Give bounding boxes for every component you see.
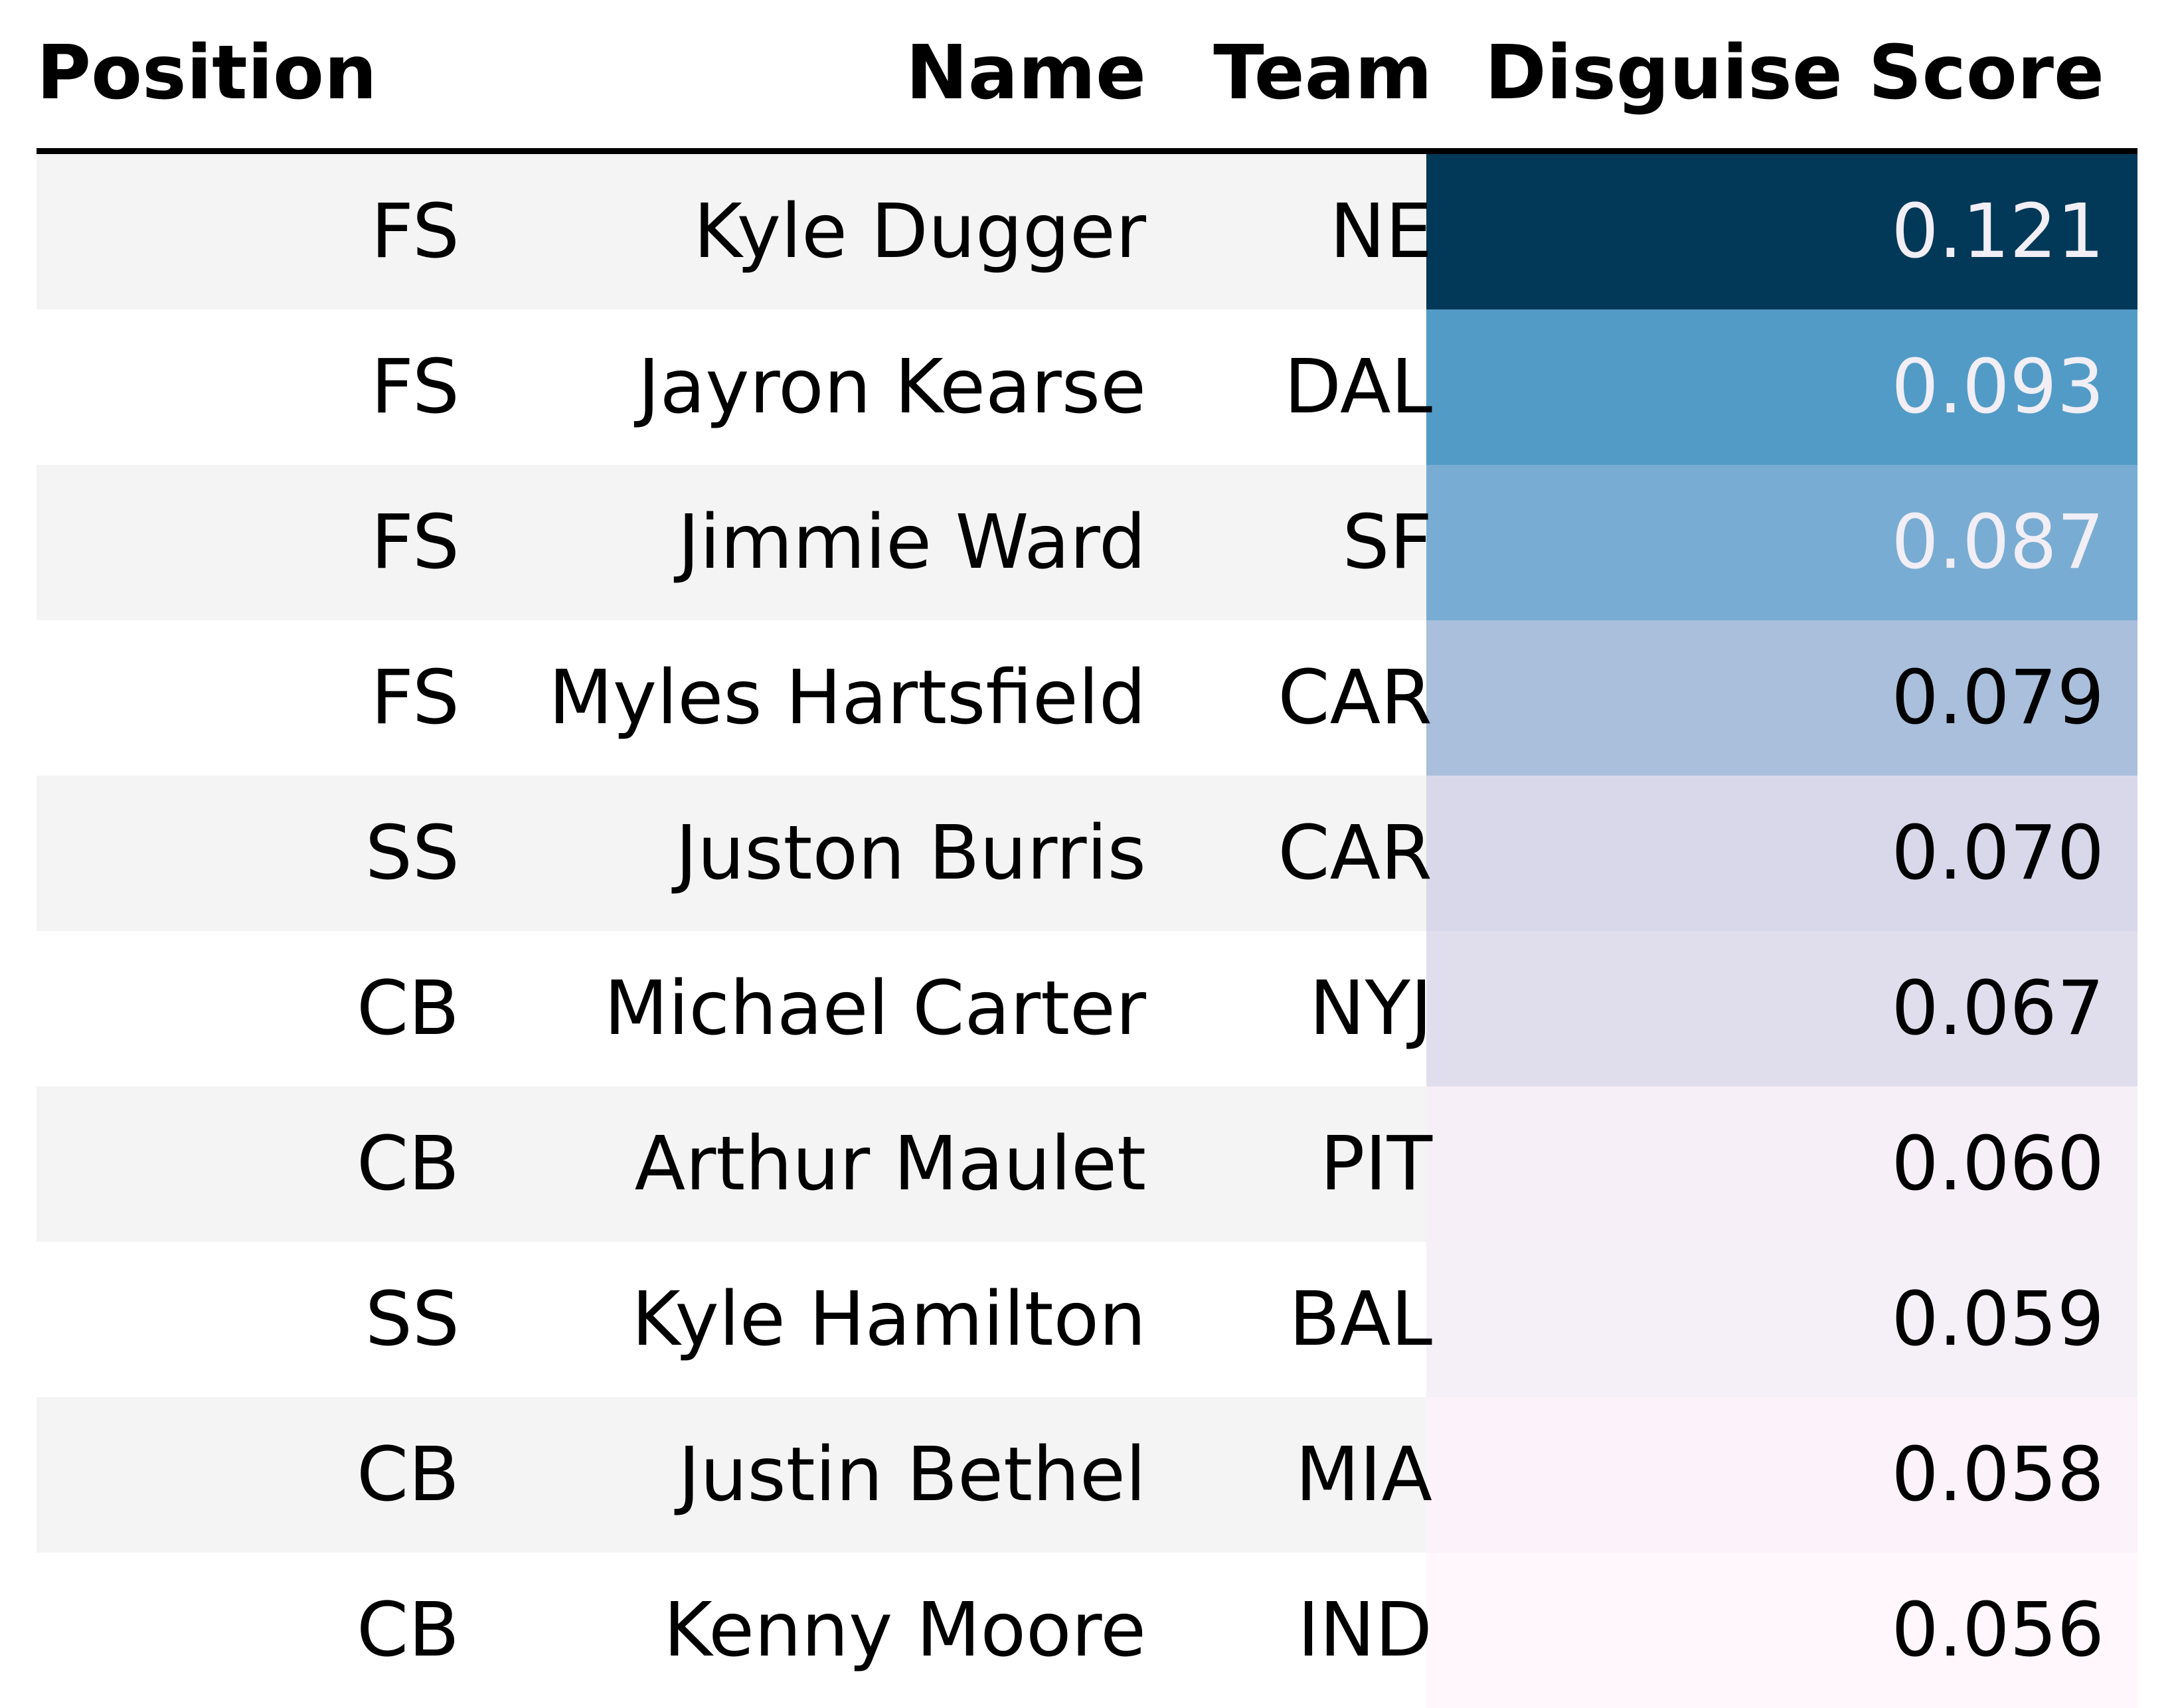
header-disguise-score: Disguise Score [1484,30,2104,116]
position-cell: CB [356,966,460,1052]
header-team: Team [1213,30,1432,116]
score-cell: 0.070 [1891,810,2104,897]
table-row: SS Juston Burris CAR 0.070 [37,776,2137,931]
table-body: FS Kyle Dugger NE 0.121 FS Jayron Kearse DAL 0.… [37,154,2137,1708]
table-row: FS Myles Hartsfield CAR 0.079 [37,620,2137,776]
table-row: CB Michael Carter NYJ 0.067 [37,931,2137,1086]
score-cell: 0.056 [1891,1587,2104,1673]
header-position: Position [37,30,377,116]
table-row: CB Justin Bethel MIA 0.058 [37,1397,2137,1553]
position-cell: SS [365,810,460,897]
name-cell: Justin Bethel [678,1432,1146,1518]
position-cell: CB [356,1121,460,1207]
score-heat-cell [1426,1397,2137,1553]
score-cell: 0.093 [1891,344,2104,430]
header-name: Name [906,30,1146,116]
score-cell: 0.060 [1891,1121,2104,1207]
team-cell: CAR [1278,655,1432,741]
disguise-score-table: Position Name Team Disguise Score FS Kyle… [37,0,2137,1708]
team-cell: MIA [1295,1432,1432,1518]
name-cell: Jayron Kearse [637,344,1146,430]
team-cell: BAL [1289,1276,1432,1363]
team-cell: IND [1297,1587,1432,1673]
team-cell: NE [1329,189,1432,275]
name-cell: Kenny Moore [663,1587,1146,1673]
position-cell: SS [365,1276,460,1363]
position-cell: FS [371,655,460,741]
position-cell: CB [356,1587,460,1673]
table-row: FS Jimmie Ward SF 0.087 [37,465,2137,620]
score-heat-cell [1426,931,2137,1086]
name-cell: Juston Burris [675,810,1146,897]
score-heat-cell [1426,620,2137,776]
team-cell: DAL [1284,344,1432,430]
position-cell: FS [371,344,460,430]
table-header: Position Name Team Disguise Score [37,0,2137,154]
score-cell: 0.087 [1891,499,2104,586]
name-cell: Kyle Hamilton [631,1276,1146,1363]
name-cell: Michael Carter [604,966,1146,1052]
position-cell: FS [371,189,460,275]
name-cell: Myles Hartsfield [548,655,1146,741]
table-row: CB Arthur Maulet PIT 0.060 [37,1086,2137,1242]
score-heat-cell [1426,1086,2137,1242]
score-cell: 0.058 [1891,1432,2104,1518]
name-cell: Arthur Maulet [634,1121,1146,1207]
score-heat-cell [1426,1553,2137,1708]
score-heat-cell [1426,465,2137,620]
score-heat-cell [1426,776,2137,931]
score-cell: 0.079 [1891,655,2104,741]
table-row: FS Jayron Kearse DAL 0.093 [37,309,2137,465]
score-heat-cell [1426,154,2137,309]
score-cell: 0.067 [1891,966,2104,1052]
table-row: CB Kenny Moore IND 0.056 [37,1553,2137,1708]
score-cell: 0.059 [1891,1276,2104,1363]
team-cell: SF [1342,499,1432,586]
name-cell: Kyle Dugger [693,189,1146,275]
position-cell: CB [356,1432,460,1518]
table-row: FS Kyle Dugger NE 0.121 [37,154,2137,309]
score-cell: 0.121 [1891,189,2104,275]
team-cell: NYJ [1309,966,1432,1052]
name-cell: Jimmie Ward [677,499,1146,586]
position-cell: FS [371,499,460,586]
score-heat-cell [1426,309,2137,465]
table-row: SS Kyle Hamilton BAL 0.059 [37,1242,2137,1397]
team-cell: CAR [1278,810,1432,897]
team-cell: PIT [1320,1121,1432,1207]
score-heat-cell [1426,1242,2137,1397]
